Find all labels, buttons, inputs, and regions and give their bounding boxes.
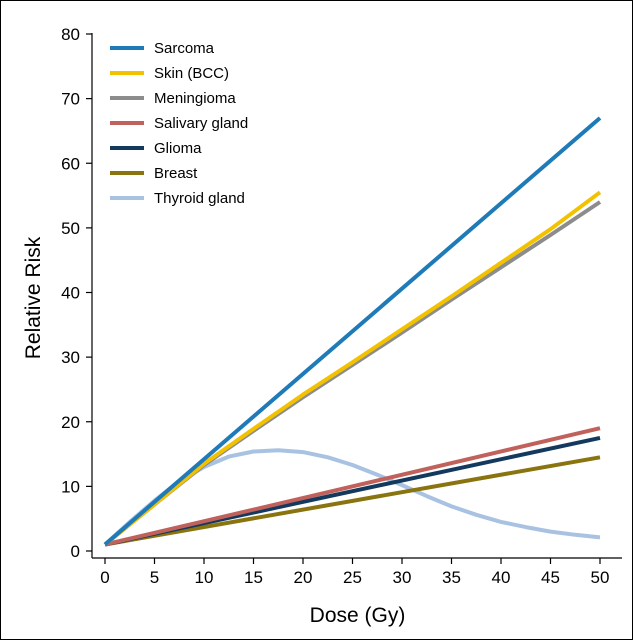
x-tick-label: 20	[294, 568, 313, 587]
x-tick-label: 5	[150, 568, 159, 587]
x-tick-label: 15	[244, 568, 263, 587]
y-tick-label: 0	[71, 542, 80, 561]
y-tick-label: 20	[61, 413, 80, 432]
legend-label-meningioma: Meningioma	[154, 90, 236, 107]
y-tick-label: 30	[61, 348, 80, 367]
series-line-salivary-gland	[104, 426, 601, 547]
series-layer	[103, 116, 602, 547]
y-axis-title: Relative Risk	[22, 236, 45, 359]
x-tick-label: 40	[492, 568, 511, 587]
x-axis-ticks: 0 5 10 15 20 25 30 35 40 45 50	[100, 558, 609, 587]
y-tick-label: 40	[61, 284, 80, 303]
y-tick-label: 50	[61, 219, 80, 238]
x-tick-label: 25	[343, 568, 362, 587]
y-tick-label: 10	[61, 477, 80, 496]
series-line-breast	[104, 455, 601, 547]
series-line-sarcoma	[103, 116, 602, 547]
y-tick-label: 80	[61, 25, 80, 44]
x-axis-title: Dose (Gy)	[310, 604, 406, 627]
legend-label-thyroid-gland: Thyroid gland	[154, 190, 245, 207]
y-tick-label: 70	[61, 90, 80, 109]
y-tick-label: 60	[61, 154, 80, 173]
x-tick-label: 35	[442, 568, 461, 587]
legend-label-skin-bcc: Skin (BCC)	[154, 65, 229, 82]
x-tick-label: 50	[591, 568, 610, 587]
series-line-skin-bcc	[103, 190, 602, 547]
x-tick-label: 45	[541, 568, 560, 587]
legend-label-sarcoma: Sarcoma	[154, 40, 215, 57]
x-tick-label: 0	[100, 568, 109, 587]
x-tick-label: 10	[195, 568, 214, 587]
legend-label-breast: Breast	[154, 165, 198, 182]
x-tick-label: 30	[393, 568, 412, 587]
y-axis-ticks: 0 10 20 30 40 50 60 70 80	[61, 25, 92, 561]
legend-label-salivary-gland: Salivary gland	[154, 115, 248, 132]
legend-label-glioma: Glioma	[154, 140, 202, 157]
legend: Sarcoma Skin (BCC) Meningioma Salivary glan…	[110, 40, 248, 207]
